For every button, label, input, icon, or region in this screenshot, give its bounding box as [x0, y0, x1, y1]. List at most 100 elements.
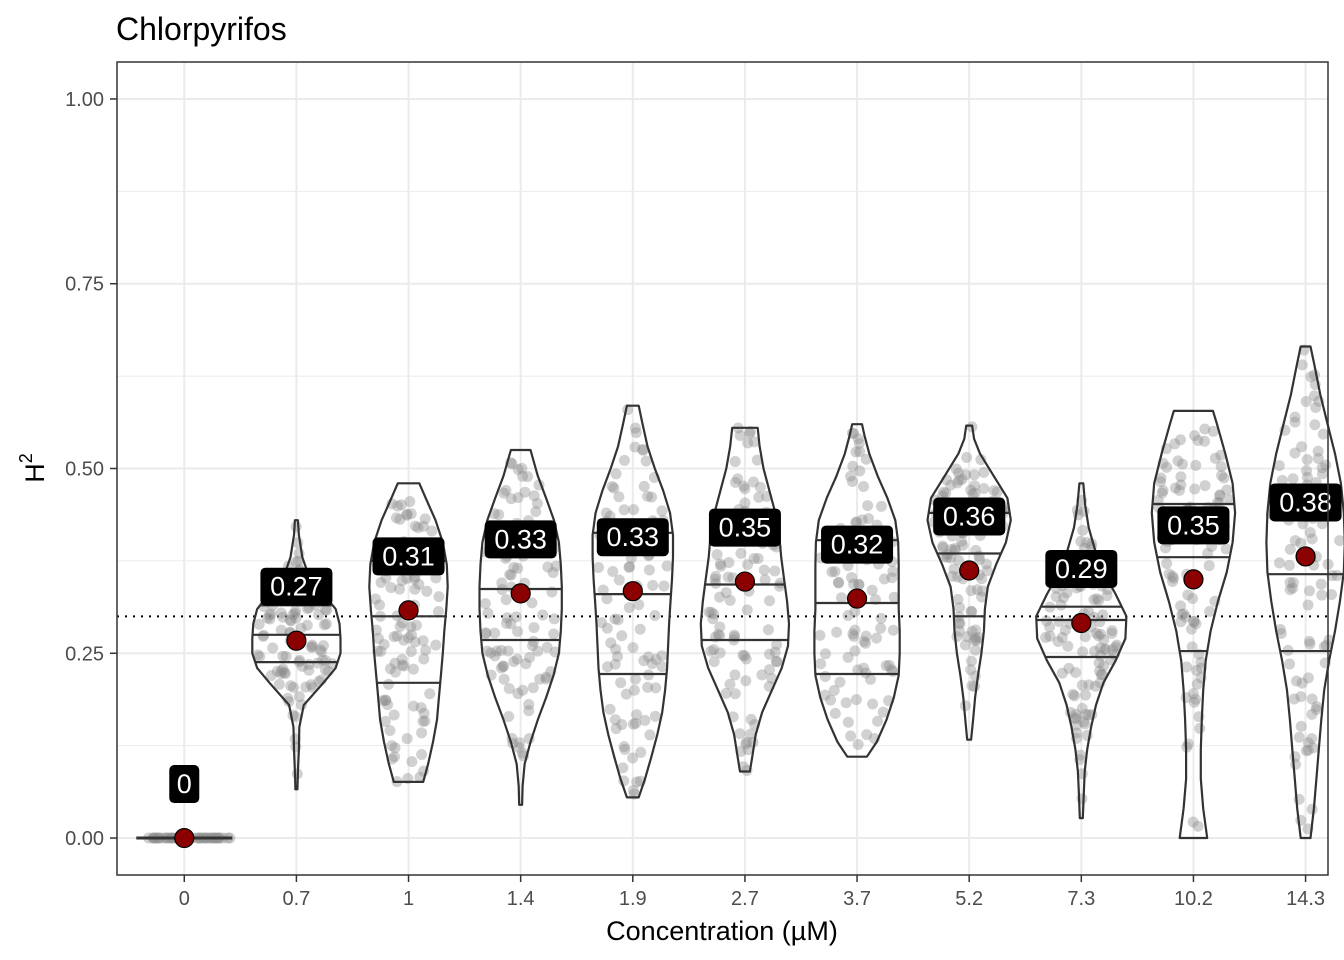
x-tick-label: 5.2: [955, 888, 983, 910]
jitter-point: [279, 668, 291, 680]
jitter-point: [1189, 483, 1201, 495]
jitter-point: [988, 485, 1000, 497]
jitter-point: [508, 561, 520, 573]
jitter-point: [284, 614, 296, 626]
jitter-point: [851, 516, 863, 528]
x-tick-label: 7.3: [1067, 888, 1095, 910]
jitter-point: [631, 709, 643, 721]
jitter-point: [957, 539, 969, 551]
jitter-point: [610, 468, 622, 480]
jitter-point: [420, 644, 432, 656]
jitter-point: [1069, 712, 1081, 724]
jitter-point: [1191, 664, 1203, 676]
jitter-point: [703, 606, 715, 618]
jitter-point: [1287, 577, 1299, 589]
jitter-point: [613, 574, 625, 586]
jitter-point: [774, 577, 786, 589]
mean-label-box: [260, 567, 333, 606]
jitter-point: [290, 605, 302, 617]
jitter-point: [845, 730, 857, 742]
jitter-point: [388, 631, 400, 643]
jitter-point: [1061, 587, 1073, 599]
jitter-point: [511, 653, 523, 665]
jitter-point: [1307, 742, 1319, 754]
jitter-point: [850, 446, 862, 458]
jitter-point: [608, 482, 620, 494]
jitter-point: [419, 715, 431, 727]
jitter-point: [1167, 572, 1179, 584]
mean-point: [959, 560, 980, 581]
jitter-point: [887, 624, 899, 636]
jitter-point: [293, 690, 305, 702]
jitter-point: [715, 560, 727, 572]
jitter-point: [949, 543, 961, 555]
jitter-point: [729, 669, 741, 681]
jitter-point: [1071, 719, 1083, 731]
jitter-point: [528, 490, 540, 502]
jitter-point: [1203, 560, 1215, 572]
jitter-point: [503, 710, 515, 722]
jitter-point: [369, 593, 381, 605]
jitter-point: [720, 687, 732, 699]
jitter-point: [1192, 434, 1204, 446]
jitter-point: [1194, 722, 1206, 734]
jitter-point: [408, 573, 420, 585]
mean-label: 0.35: [1167, 510, 1220, 540]
jitter-point: [833, 577, 845, 589]
jitter-point: [610, 643, 622, 655]
jitter-point: [1175, 600, 1187, 612]
jitter-point: [966, 606, 978, 618]
jitter-point: [620, 688, 632, 700]
jitter-point: [1310, 401, 1322, 413]
x-tick-label: 0.7: [283, 888, 311, 910]
jitter-point: [722, 571, 734, 583]
jitter-point: [380, 694, 392, 706]
jitter-point: [1274, 623, 1286, 635]
jitter-point: [977, 585, 989, 597]
jitter-point: [253, 618, 265, 630]
jitter-point: [426, 525, 438, 537]
jitter-point: [723, 557, 735, 569]
jitter-point: [534, 673, 546, 685]
jitter-point: [275, 665, 287, 677]
jitter-point: [1093, 657, 1105, 669]
jitter-point: [1326, 588, 1338, 600]
jitter-point: [968, 469, 980, 481]
jitter-point: [1098, 634, 1110, 646]
jitter-point: [1218, 472, 1230, 484]
jitter-point: [1063, 662, 1075, 674]
jitter-point: [771, 639, 783, 651]
jitter-point: [320, 618, 332, 630]
jitter-point: [1273, 557, 1285, 569]
jitter-point: [1095, 628, 1107, 640]
jitter-point: [1300, 465, 1312, 477]
jitter-point: [275, 624, 287, 636]
jitter-point: [1093, 594, 1105, 606]
jitter-point: [852, 739, 864, 751]
jitter-point: [1295, 537, 1307, 549]
jitter-point: [819, 648, 831, 660]
jitter-point: [264, 609, 276, 621]
x-tick-label: 1: [403, 888, 414, 910]
jitter-point: [418, 707, 430, 719]
jitter-point: [1216, 469, 1228, 481]
jitter-point: [497, 660, 509, 672]
jitter-point: [506, 458, 518, 470]
jitter-point: [940, 487, 952, 499]
jitter-point: [319, 604, 331, 616]
jitter-point: [1207, 425, 1219, 437]
jitter-point: [1295, 691, 1307, 703]
jitter-point: [978, 482, 990, 494]
jitter-point: [639, 714, 651, 726]
jitter-point: [875, 622, 887, 634]
mean-labels: 0 0.27 0.31 0.33 0.33 0.35 0.32 0.36 0.29 0.35 0.3…: [169, 483, 1342, 804]
jitter-point: [523, 705, 535, 717]
jitter-point: [848, 630, 860, 642]
mean-point: [622, 581, 643, 602]
jitter-point: [644, 729, 656, 741]
jitter-point: [372, 632, 384, 644]
jitter-point: [849, 606, 861, 618]
jitter-point: [1302, 672, 1314, 684]
jitter-point: [846, 571, 858, 583]
jitter-point: [965, 605, 977, 617]
